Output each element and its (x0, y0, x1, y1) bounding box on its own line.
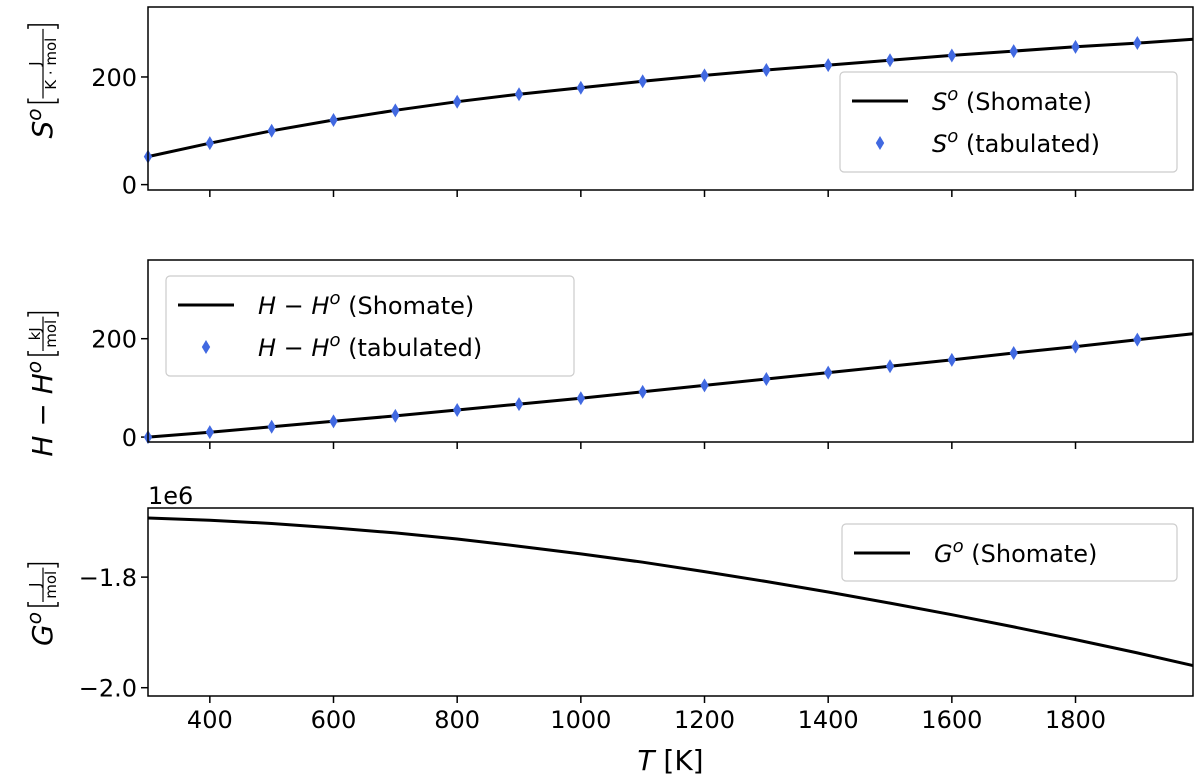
data-point (1071, 39, 1080, 54)
data-point (823, 365, 833, 380)
data-point (205, 136, 215, 151)
x-tick-label: 400 (187, 706, 233, 734)
data-point (1133, 36, 1142, 51)
data-point (700, 68, 709, 83)
series-line (147, 516, 1194, 668)
bracket-left (27, 351, 59, 356)
legend-box (841, 523, 1178, 582)
data-point (762, 62, 771, 77)
data-point (823, 58, 833, 73)
y-offset-text: 1e6 (148, 482, 193, 510)
legend-entry: Go (Shomate) (934, 536, 1097, 568)
y-tick-label: −1.8 (79, 564, 137, 592)
x-tick-label: 1000 (550, 706, 611, 734)
x-tick-label: 1400 (798, 706, 859, 734)
data-point (205, 425, 215, 440)
data-point (700, 378, 709, 393)
x-tick-label: 600 (311, 706, 357, 734)
data-point (514, 87, 524, 102)
bracket-right (27, 562, 59, 568)
legend-handle-marker (875, 136, 885, 150)
y-tick-label: −2.0 (79, 675, 137, 703)
series-line (147, 332, 1194, 439)
data-point (885, 53, 895, 68)
axes-frame (147, 259, 1194, 443)
data-point (576, 80, 586, 95)
data-point (391, 103, 400, 118)
data-point (885, 359, 895, 374)
unit-numerator: J (26, 61, 44, 66)
legend-box (165, 275, 575, 377)
legend-box (839, 71, 1178, 173)
bracket-right (27, 24, 59, 29)
data-point (1071, 339, 1080, 354)
legend-handle-marker (201, 340, 211, 354)
data-point (329, 113, 338, 128)
y-tick-label: 200 (91, 64, 137, 92)
data-point (638, 384, 647, 399)
data-point (267, 419, 276, 434)
axes-frame (147, 6, 1194, 191)
data-point (638, 74, 647, 89)
panel-1: 0 200 So JK · mol So (Shomate) So (tabulated) (22, 6, 1194, 200)
data-point (576, 391, 586, 406)
bracket-right (27, 311, 59, 317)
y-tick-label: 200 (91, 326, 137, 354)
legend: Go (Shomate) (841, 523, 1178, 582)
bracket-left (27, 602, 59, 607)
data-point (1009, 345, 1018, 360)
data-point (267, 123, 276, 138)
series-line (147, 37, 1194, 159)
x-tick-label: 1600 (921, 706, 982, 734)
y-axis-label: So JK · mol (22, 24, 60, 139)
svg-text:Go: Go (22, 612, 59, 646)
x-axis-label: T [K] (637, 744, 703, 777)
legend-entry: H − Ho (tabulated) (258, 330, 482, 362)
legend-entry: H − Ho (Shomate) (258, 288, 474, 320)
unit-denominator: mol (42, 320, 60, 348)
data-point (391, 408, 400, 423)
data-point (329, 414, 338, 429)
data-point (452, 403, 462, 418)
legend-entry: So (tabulated) (932, 126, 1100, 158)
x-tick-label: 1200 (674, 706, 735, 734)
unit-denominator: K · mol (42, 38, 60, 90)
x-tick-label: 1800 (1045, 706, 1106, 734)
legend: H − Ho (Shomate) H − Ho (tabulated) (165, 275, 575, 377)
y-tick-label: 0 (122, 172, 137, 200)
data-point (762, 372, 771, 387)
data-point (947, 48, 957, 63)
unit-numerator: J (26, 583, 44, 588)
legend: So (Shomate) So (tabulated) (839, 71, 1178, 173)
data-point (514, 397, 524, 412)
svg-text:H − Ho: H − Ho (22, 361, 59, 457)
unit-numerator: kJ (26, 327, 44, 340)
legend-entry: So (Shomate) (932, 84, 1092, 116)
y-tick-label: 0 (122, 424, 137, 452)
unit-denominator: mol (42, 571, 60, 599)
bracket-left (27, 98, 59, 104)
data-point (1133, 332, 1142, 347)
svg-text:So: So (22, 109, 59, 139)
data-point (1009, 44, 1018, 59)
data-point (452, 94, 462, 109)
axes-frame (147, 507, 1194, 697)
data-point (947, 352, 957, 367)
x-tick-label: 800 (434, 706, 480, 734)
